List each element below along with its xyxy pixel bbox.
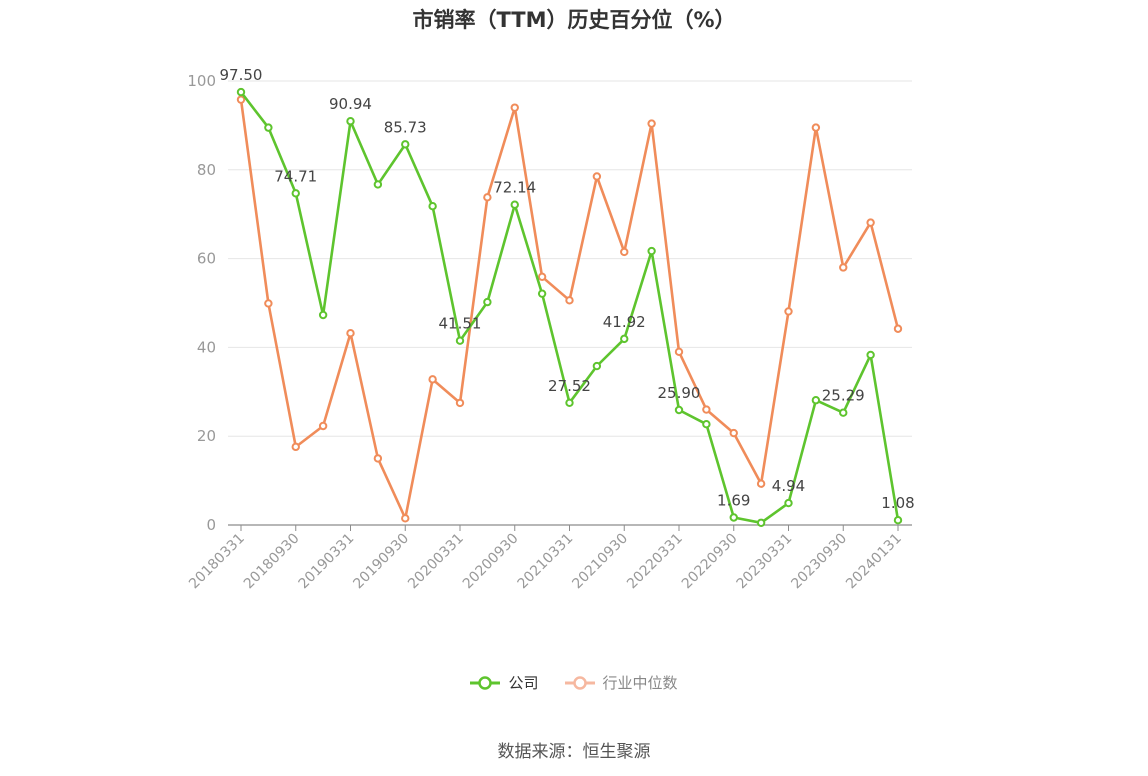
data-label-company: 85.73 bbox=[384, 118, 427, 136]
data-point-industry bbox=[264, 299, 273, 308]
data-point-company bbox=[537, 289, 547, 298]
data-point-company bbox=[674, 405, 684, 415]
legend-item-company[interactable]: 公司 bbox=[470, 672, 539, 693]
data-point-company bbox=[839, 408, 848, 417]
data-point-company bbox=[702, 420, 711, 429]
x-tick-label: 20200331 bbox=[405, 531, 467, 593]
y-tick-label: 40 bbox=[197, 338, 216, 356]
data-point-company bbox=[401, 140, 410, 149]
data-source: 数据来源：恒生聚源 bbox=[497, 742, 651, 762]
data-point-company bbox=[510, 200, 519, 209]
legend-swatch-company-icon bbox=[470, 675, 501, 690]
x-tick-label: 20210331 bbox=[515, 531, 577, 593]
data-label-company: 1.08 bbox=[881, 494, 914, 512]
data-point-industry bbox=[592, 172, 602, 181]
legend-item-industry[interactable]: 行业中位数 bbox=[564, 672, 678, 693]
data-point-company bbox=[318, 310, 328, 320]
data-point-industry bbox=[811, 123, 821, 132]
data-point-industry bbox=[373, 454, 383, 463]
x-tick-label: 20180331 bbox=[186, 531, 248, 593]
y-tick-label: 60 bbox=[197, 250, 216, 268]
data-point-company bbox=[784, 498, 793, 508]
data-point-company bbox=[811, 396, 821, 405]
data-point-industry bbox=[236, 95, 246, 104]
data-point-industry bbox=[866, 218, 875, 227]
data-label-company: 41.92 bbox=[603, 313, 646, 331]
data-point-company bbox=[236, 87, 246, 97]
data-point-industry bbox=[428, 375, 437, 384]
y-tick-label: 20 bbox=[197, 427, 216, 445]
legend-label-company: 公司 bbox=[508, 674, 539, 692]
data-point-industry bbox=[483, 193, 492, 202]
x-tick-label: 20230930 bbox=[788, 531, 850, 593]
legend: 公司 行业中位数 bbox=[0, 672, 1148, 693]
legend-swatch-industry-icon bbox=[564, 675, 595, 690]
chart-title: 市销率（TTM）历史百分位（%） bbox=[412, 8, 736, 32]
data-point-industry bbox=[455, 398, 465, 408]
data-point-company bbox=[346, 117, 355, 126]
x-tick-label: 20240131 bbox=[843, 531, 905, 593]
series-line-industry bbox=[239, 99, 900, 520]
data-point-company bbox=[729, 513, 738, 522]
data-label-company: 41.51 bbox=[439, 315, 482, 333]
data-label-company: 72.14 bbox=[493, 179, 536, 197]
series-line-company bbox=[239, 91, 900, 525]
data-point-company bbox=[455, 336, 465, 345]
x-tick-label: 20210930 bbox=[569, 531, 631, 593]
x-tick-label: 20230331 bbox=[734, 531, 796, 593]
data-point-industry bbox=[620, 247, 629, 257]
data-label-company: 1.69 bbox=[717, 491, 750, 509]
data-point-company bbox=[483, 297, 492, 307]
data-label-company: 4.94 bbox=[772, 477, 805, 495]
data-point-industry bbox=[674, 347, 684, 357]
data-point-company bbox=[592, 361, 602, 371]
data-point-industry bbox=[784, 307, 793, 316]
data-label-company: 74.71 bbox=[274, 167, 317, 185]
y-tick-label: 100 bbox=[187, 72, 216, 90]
data-point-industry bbox=[893, 324, 903, 333]
data-point-company bbox=[373, 180, 383, 189]
x-tick-label: 20180930 bbox=[241, 531, 303, 593]
data-label-company: 25.90 bbox=[658, 384, 701, 402]
x-tick-label: 20200930 bbox=[460, 531, 522, 593]
data-point-industry bbox=[537, 272, 547, 282]
data-point-company bbox=[620, 334, 629, 344]
data-point-company bbox=[647, 246, 656, 256]
data-point-industry bbox=[401, 514, 410, 523]
data-point-industry bbox=[647, 119, 656, 128]
data-point-company bbox=[428, 202, 437, 211]
data-point-company bbox=[893, 516, 903, 525]
x-tick-label: 20220930 bbox=[679, 531, 741, 593]
data-point-industry bbox=[318, 421, 328, 431]
data-point-company bbox=[291, 189, 300, 198]
data-label-company: 25.29 bbox=[822, 387, 865, 405]
x-tick-label: 20190331 bbox=[296, 531, 358, 593]
data-label-company: 27.52 bbox=[548, 377, 591, 395]
data-point-company bbox=[264, 123, 273, 132]
data-point-industry bbox=[702, 405, 711, 414]
x-tick-label: 20220331 bbox=[624, 531, 686, 593]
data-point-industry bbox=[839, 263, 848, 272]
data-point-company bbox=[756, 518, 766, 527]
y-tick-label: 80 bbox=[197, 161, 216, 179]
data-point-industry bbox=[510, 103, 519, 112]
data-point-company bbox=[565, 398, 574, 408]
data-point-industry bbox=[291, 442, 300, 452]
data-point-industry bbox=[756, 479, 766, 488]
data-label-company: 97.50 bbox=[220, 66, 263, 84]
y-tick-label: 0 bbox=[206, 516, 216, 534]
data-point-industry bbox=[565, 296, 574, 305]
x-tick-label: 20190930 bbox=[350, 531, 412, 593]
data-point-company bbox=[866, 350, 875, 360]
legend-label-industry: 行业中位数 bbox=[602, 674, 678, 692]
data-label-company: 90.94 bbox=[329, 95, 372, 113]
data-point-industry bbox=[729, 428, 738, 438]
data-point-industry bbox=[346, 328, 355, 338]
